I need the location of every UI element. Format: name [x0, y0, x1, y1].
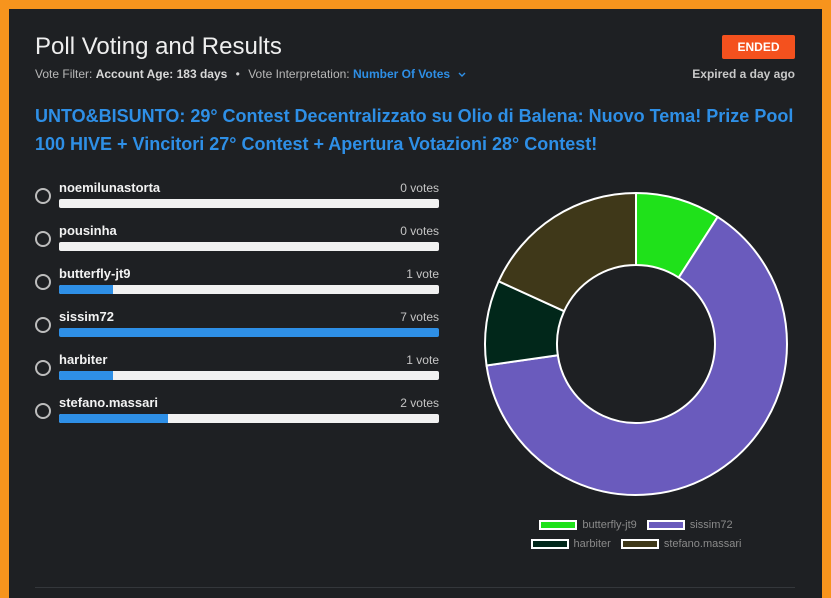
poll-question: UNTO&BISUNTO: 29° Contest Decentralizzat…	[35, 106, 794, 154]
legend-label: stefano.massari	[663, 538, 742, 550]
option-bar-fill	[59, 328, 439, 337]
legend-swatch	[646, 520, 685, 530]
option-bar-fill	[59, 285, 114, 294]
option-name: butterfly-jt9	[59, 266, 131, 281]
option-votes: 2 votes	[400, 396, 439, 410]
legend-row: harbiter stefano.massari	[479, 538, 793, 550]
meta-separator: •	[235, 67, 240, 81]
option-name: sissim72	[59, 309, 114, 324]
vote-interpretation-dropdown[interactable]: Number Of Votes	[353, 67, 466, 81]
option-radio[interactable]	[35, 317, 51, 333]
option-radio[interactable]	[35, 231, 51, 247]
option-bar-fill	[59, 414, 168, 423]
poll-option: sissim72 7 votes	[35, 308, 439, 351]
option-bar	[59, 199, 439, 208]
option-bar	[59, 285, 439, 294]
vote-filter-label: Vote Filter:	[35, 67, 93, 81]
option-votes: 0 votes	[400, 181, 439, 195]
vote-meta: Vote Filter: Account Age: 183 days • Vot…	[35, 67, 466, 81]
chevron-down-icon	[458, 67, 466, 81]
poll-option: noemilunastorta 0 votes	[35, 179, 439, 222]
option-name: harbiter	[59, 352, 108, 367]
legend-label: sissim72	[689, 519, 733, 531]
option-bar	[59, 328, 439, 337]
legend-item[interactable]: stefano.massari	[620, 538, 742, 550]
option-name: stefano.massari	[59, 395, 158, 410]
donut-slice-stefano-massari[interactable]	[497, 191, 637, 313]
expired-text: Expired a day ago	[692, 67, 795, 81]
option-radio[interactable]	[35, 360, 51, 376]
legend-label: harbiter	[573, 538, 611, 550]
option-name: noemilunastorta	[59, 180, 161, 195]
legend-swatch	[530, 539, 569, 549]
donut-slice-sissim72[interactable]	[485, 215, 788, 496]
account-age-label: Account Age:	[95, 67, 174, 81]
poll-option: butterfly-jt9 1 vote	[35, 265, 439, 308]
page-title: Poll Voting and Results	[35, 33, 282, 60]
legend-row: butterfly-jt9 sissim72	[479, 519, 793, 531]
chart-legend: butterfly-jt9 sissim72 harbiter stefano.…	[479, 519, 793, 557]
results-donut-chart	[484, 191, 788, 496]
legend-item[interactable]: butterfly-jt9	[539, 519, 637, 531]
vote-interpretation-label: Vote Interpretation:	[248, 67, 350, 81]
option-radio[interactable]	[35, 188, 51, 204]
divider	[35, 587, 795, 588]
option-votes: 0 votes	[400, 224, 439, 238]
option-bar	[59, 242, 439, 251]
option-radio[interactable]	[35, 403, 51, 419]
legend-label: butterfly-jt9	[582, 519, 637, 531]
option-bar	[59, 371, 439, 380]
legend-item[interactable]: sissim72	[646, 519, 733, 531]
legend-swatch	[620, 539, 659, 549]
option-radio[interactable]	[35, 274, 51, 290]
legend-swatch	[539, 520, 578, 530]
vote-interpretation-value: Number Of Votes	[352, 67, 451, 81]
poll-options: noemilunastorta 0 votes pousinha 0 votes…	[35, 179, 439, 437]
option-votes: 7 votes	[400, 310, 439, 324]
option-votes: 1 vote	[406, 267, 439, 281]
option-bar-fill	[59, 371, 114, 380]
option-name: pousinha	[59, 223, 117, 238]
status-badge: ENDED	[722, 35, 795, 59]
poll-option: stefano.massari 2 votes	[35, 394, 439, 437]
poll-panel: Poll Voting and Results ENDED Vote Filte…	[9, 9, 822, 598]
legend-item[interactable]: harbiter	[530, 538, 611, 550]
option-bar	[59, 414, 439, 423]
account-age-value: 183 days	[176, 67, 228, 81]
poll-option: harbiter 1 vote	[35, 351, 439, 394]
option-votes: 1 vote	[406, 353, 439, 367]
poll-option: pousinha 0 votes	[35, 222, 439, 265]
